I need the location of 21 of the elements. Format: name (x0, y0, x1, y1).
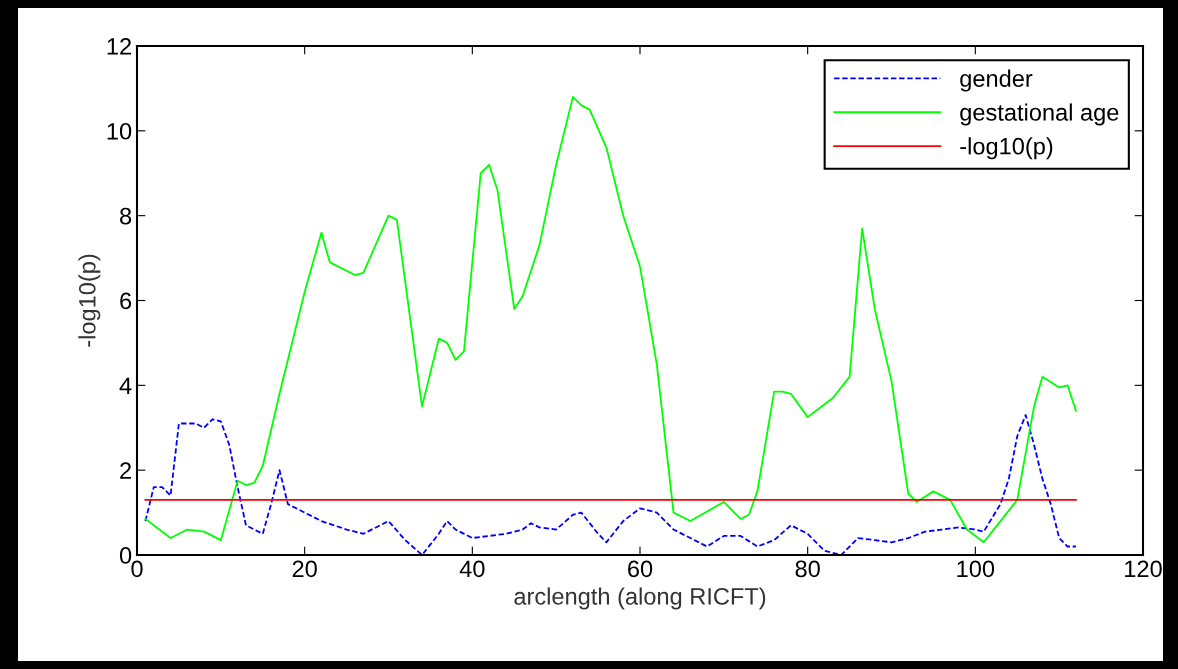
legend-label: gestational age (960, 103, 1119, 126)
line-series (144, 414, 1077, 555)
x-tick-label: 80 (795, 560, 820, 578)
y-tick-label: 2 (120, 462, 131, 479)
line-series (144, 95, 1077, 544)
x-axis-title: arclength (along RICFT) (514, 587, 766, 610)
y-tick-label: 4 (119, 377, 132, 394)
legend-label: -log10(p) (960, 137, 1053, 160)
y-tick-label: 0 (119, 547, 132, 564)
x-tick-label: 60 (628, 560, 653, 578)
x-tick-label: 0 (131, 560, 143, 578)
x-tick-label: 40 (459, 560, 485, 578)
legend-label: gender (960, 69, 1033, 92)
y-tick-label: 10 (107, 122, 132, 140)
y-tick-label: 6 (120, 292, 132, 310)
y-tick-label: 8 (120, 207, 132, 225)
x-tick-label: 120 (1125, 560, 1162, 578)
y-tick-label: 12 (107, 38, 131, 55)
x-tick-label: 20 (292, 560, 317, 578)
x-tick-label: 100 (957, 560, 995, 578)
y-axis-title: -log10(p) (78, 254, 101, 347)
